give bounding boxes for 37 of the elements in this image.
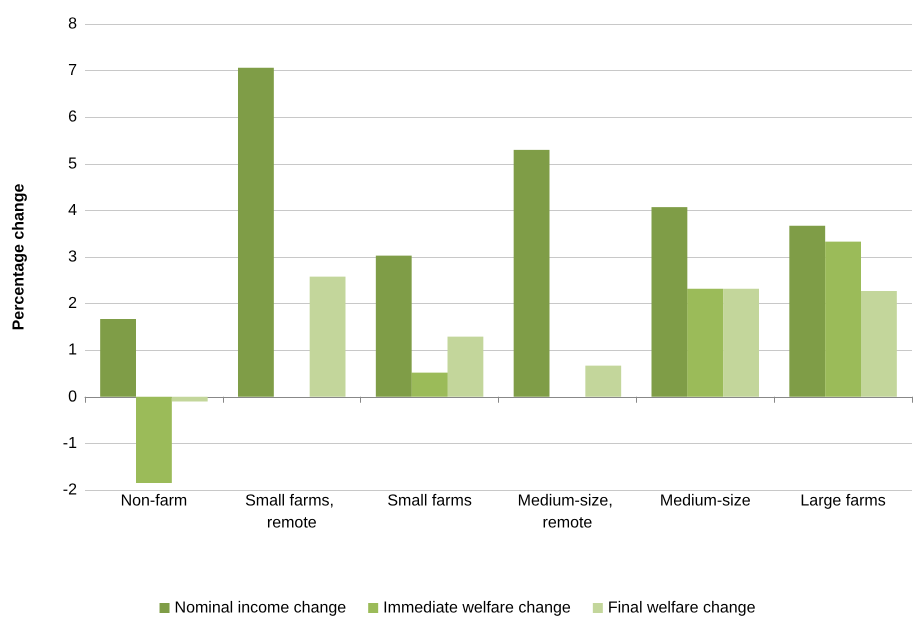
y-tick-label: 8 (68, 16, 78, 32)
bar (376, 256, 412, 397)
y-tick-label: -2 (62, 482, 78, 498)
bar (651, 207, 688, 397)
y-tick-label: 6 (68, 108, 78, 126)
x-tick-label: Small farms (387, 492, 472, 510)
x-tick-label: Non-farm (120, 492, 188, 510)
legend-label: Immediate welfare change (383, 600, 571, 616)
y-tick-label: 3 (68, 248, 78, 266)
y-tick-label: 0 (68, 388, 78, 406)
bar (585, 366, 622, 397)
bar (861, 291, 897, 397)
x-tick-label: Medium-size (660, 492, 751, 510)
y-tick-label: -1 (62, 434, 78, 452)
bar (136, 396, 172, 484)
bar (100, 318, 136, 397)
y-axis-title: Percentage change (10, 184, 28, 330)
bar (723, 288, 760, 397)
x-tick-label: Small farms, remote (245, 492, 338, 532)
x-tick-label: Large farms (800, 492, 886, 510)
bar (687, 288, 724, 397)
y-tick-label: 4 (68, 202, 78, 219)
y-tick-label: 7 (68, 62, 78, 80)
y-tick-label: 2 (68, 295, 78, 312)
x-tick-label: Medium-size, remote (518, 492, 618, 532)
bar (172, 396, 208, 402)
bar (514, 150, 550, 397)
bar (238, 68, 274, 397)
bar (412, 372, 448, 397)
bar (789, 226, 826, 397)
legend-label: Final welfare change (608, 600, 756, 616)
y-tick-label: 1 (68, 342, 78, 359)
legend-label: Nominal income change (174, 600, 346, 616)
bar (448, 336, 484, 397)
bar (310, 276, 346, 397)
y-tick-label: 5 (68, 155, 78, 172)
bar (825, 242, 861, 397)
